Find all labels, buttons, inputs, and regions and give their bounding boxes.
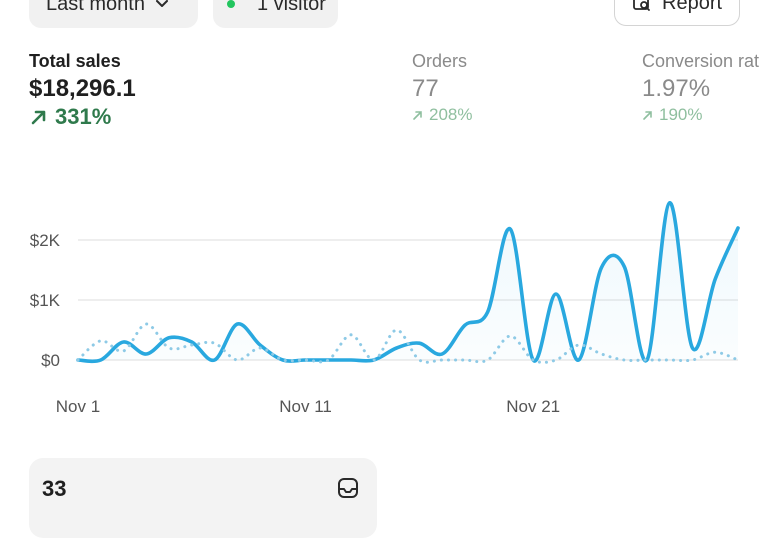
total-sales-change: 331% [29, 104, 136, 130]
live-dot-icon [227, 0, 235, 8]
conversion-rate-value: 1.97% [642, 75, 711, 102]
period-filter-button[interactable]: Last month [29, 0, 198, 28]
report-label: Report [662, 0, 723, 14]
sales-area-fill [78, 202, 738, 362]
report-icon [633, 0, 650, 11]
report-button[interactable]: Report [614, 0, 740, 26]
stats-card[interactable]: 33 [29, 458, 377, 538]
sales-series-line [76, 200, 740, 364]
x-tick-label: Nov 21 [506, 397, 560, 416]
x-tick-label: Nov 1 [56, 397, 100, 416]
chevron-down-icon [155, 0, 168, 7]
y-tick-label: $0 [41, 351, 60, 370]
orders-metric[interactable]: Orders 77 208% [412, 50, 472, 126]
conversion-rate-label: Conversion rat [642, 51, 760, 71]
total-sales-value: $18,296.1 [29, 75, 136, 102]
arrow-up-right-icon [31, 110, 46, 125]
total-sales-metric[interactable]: Total sales $18,296.1 331% [29, 50, 136, 130]
comparison-series-line [76, 322, 740, 364]
orders-change-value: 208% [429, 105, 473, 124]
x-tick-label: Nov 11 [279, 397, 332, 416]
total-sales-label: Total sales [29, 51, 121, 71]
y-tick-label: $1K [30, 291, 61, 310]
orders-value: 77 [412, 75, 439, 102]
period-filter-label: Last month [46, 0, 145, 15]
visitors-label: 1 visitor [257, 0, 326, 15]
y-tick-label: $2K [30, 231, 61, 250]
inbox-icon[interactable] [337, 477, 359, 499]
arrow-up-right-icon [643, 111, 652, 120]
conversion-rate-change: 190% [642, 104, 759, 126]
sales-line-chart[interactable]: $0 $1K $2K Nov 1 Nov 11 Nov 21 [0, 190, 768, 430]
arrow-up-right-icon [413, 111, 422, 120]
card-value: 33 [42, 476, 67, 501]
visitors-badge[interactable]: 1 visitor [213, 0, 338, 28]
conversion-rate-metric[interactable]: Conversion rat 1.97% 190% [642, 50, 759, 126]
orders-label: Orders [412, 51, 468, 71]
orders-change: 208% [412, 104, 472, 126]
total-sales-change-value: 331% [55, 104, 112, 129]
conversion-rate-change-value: 190% [659, 105, 703, 124]
